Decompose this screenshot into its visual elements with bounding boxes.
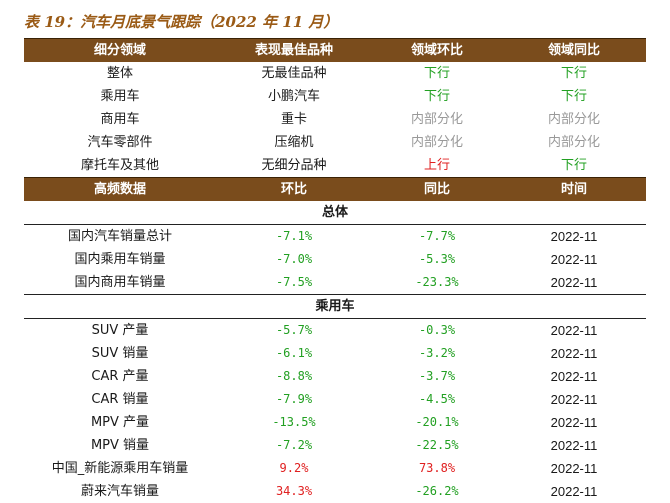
yoy-value-cell: -7.7% [418,229,456,243]
indicator-name-cell: 中国_新能源乘用车销量 [51,461,189,476]
indicator-name-cell: CAR 产量 [91,369,149,384]
yoy-trend-cell: 内部分化 [547,112,600,127]
mom-value-cell: -7.9% [275,392,313,406]
sector-trend-table: 细分领域 表现最佳品种 领域环比 领域同比 整体 无最佳品种 下行 下行 乘用车 小鹏汽车… [24,38,646,177]
yoy-trend-cell: 下行 [560,66,587,81]
header-yoy: 领域同比 [547,43,600,58]
yoy-value-cell: 73.8% [418,461,456,475]
time-cell: 2022-11 [550,275,598,290]
best-cell: 无细分品种 [261,158,327,173]
high-frequency-table: 高频数据 环比 同比 时间 总体国内汽车销量总计 -7.1% -7.7% 2022-1… [24,177,646,503]
best-cell: 无最佳品种 [261,66,327,81]
indicator-name-cell: MPV 产量 [90,415,150,430]
yoy-value-cell: -22.5% [415,438,459,452]
time-cell: 2022-11 [550,229,598,244]
table-row: 中国_新能源乘用车销量 9.2% 73.8% 2022-11 [24,457,646,480]
table-row: 国内商用车销量 -7.5% -23.3% 2022-11 [24,271,646,294]
table-row: 汽车零部件 压缩机 内部分化 内部分化 [24,131,646,154]
segment-cell: 乘用车 [100,89,140,104]
indicator-name-cell: MPV 销量 [90,438,150,453]
section-header: 总体 [24,201,646,225]
header-segment: 细分领域 [93,43,146,58]
best-cell: 重卡 [280,112,307,127]
header-best: 表现最佳品种 [254,43,333,58]
table-row: SUV 产量 -5.7% -0.3% 2022-11 [24,319,646,342]
yoy-value-cell: -5.3% [418,252,456,266]
time-cell: 2022-11 [550,369,598,384]
time-cell: 2022-11 [550,415,598,430]
yoy-trend-cell: 下行 [560,89,587,104]
yoy-value-cell: -20.1% [415,415,459,429]
yoy-trend-cell: 下行 [560,158,587,173]
sector-table-header: 细分领域 表现最佳品种 领域环比 领域同比 [24,38,646,62]
header-hf-yoy: 同比 [423,182,450,197]
time-cell: 2022-11 [550,323,598,338]
mom-value-cell: 9.2% [279,461,309,475]
mom-value-cell: -6.1% [275,346,313,360]
indicator-name-cell: 国内商用车销量 [74,275,166,290]
time-cell: 2022-11 [550,438,598,453]
mom-value-cell: -8.8% [275,369,313,383]
indicator-name-cell: CAR 销量 [91,392,149,407]
table-row: CAR 产量 -8.8% -3.7% 2022-11 [24,365,646,388]
time-cell: 2022-11 [550,252,598,267]
mom-trend-cell: 下行 [423,66,450,81]
mom-value-cell: -7.0% [275,252,313,266]
table-row: 乘用车 小鹏汽车 下行 下行 [24,85,646,108]
indicator-name-cell: SUV 销量 [91,346,149,361]
header-mom: 领域环比 [410,43,463,58]
segment-cell: 商用车 [100,112,140,127]
yoy-value-cell: -3.2% [418,346,456,360]
mom-trend-cell: 下行 [423,89,450,104]
section-header: 乘用车 [24,294,646,319]
segment-cell: 摩托车及其他 [80,158,159,173]
yoy-trend-cell: 内部分化 [547,135,600,150]
table-row: SUV 销量 -6.1% -3.2% 2022-11 [24,342,646,365]
yoy-value-cell: -0.3% [418,323,456,337]
header-hf-time: 时间 [560,182,587,197]
hf-table-header: 高频数据 环比 同比 时间 [24,177,646,201]
mom-trend-cell: 上行 [423,158,450,173]
best-cell: 小鹏汽车 [267,89,320,104]
segment-cell: 汽车零部件 [87,135,153,150]
indicator-name-cell: 国内乘用车销量 [74,252,166,267]
mom-value-cell: -7.2% [275,438,313,452]
segment-cell: 整体 [106,66,133,81]
table-row: CAR 销量 -7.9% -4.5% 2022-11 [24,388,646,411]
best-cell: 压缩机 [274,135,314,150]
mom-value-cell: -13.5% [272,415,316,429]
table-row: MPV 销量 -7.2% -22.5% 2022-11 [24,434,646,457]
table-row: 国内乘用车销量 -7.0% -5.3% 2022-11 [24,248,646,271]
yoy-value-cell: -23.3% [415,275,459,289]
table-row: 商用车 重卡 内部分化 内部分化 [24,108,646,131]
mom-value-cell: -7.5% [275,275,313,289]
yoy-value-cell: -3.7% [418,369,456,383]
mom-trend-cell: 内部分化 [410,135,463,150]
time-cell: 2022-11 [550,346,598,361]
header-hf-name: 高频数据 [93,182,146,197]
table-row: MPV 产量 -13.5% -20.1% 2022-11 [24,411,646,434]
indicator-name-cell: SUV 产量 [91,323,149,338]
table-title: 表 19：汽车月底景气跟踪（2022 年 11 月） [24,13,339,31]
table-row: 整体 无最佳品种 下行 下行 [24,62,646,85]
header-hf-mom: 环比 [280,182,307,197]
indicator-name-cell: 国内汽车销量总计 [67,229,172,244]
mom-value-cell: -5.7% [275,323,313,337]
table-row: 摩托车及其他 无细分品种 上行 下行 [24,154,646,177]
time-cell: 2022-11 [550,461,598,476]
mom-trend-cell: 内部分化 [410,112,463,127]
yoy-value-cell: -4.5% [418,392,456,406]
mom-value-cell: -7.1% [275,229,313,243]
time-cell: 2022-11 [550,392,598,407]
table-row: 国内汽车销量总计 -7.1% -7.7% 2022-11 [24,225,646,248]
